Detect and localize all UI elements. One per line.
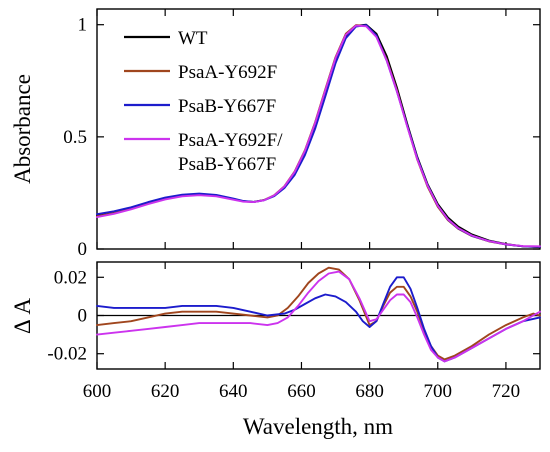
absorbance-plot-frame	[96, 8, 541, 250]
absorbance-series-psaa-y692f	[96, 24, 541, 248]
legend-label-psaa-y692f-psab-y667f: PsaA-Y692F/PsaB-Y667F	[178, 130, 283, 175]
x-tick-label: 700	[424, 381, 453, 402]
absorbance-series-wt	[96, 23, 541, 249]
difference-y-tick-label: 0	[78, 306, 88, 327]
absorbance-series-psaa-y692f-psab-y667f	[96, 24, 541, 248]
absorbance-y-ticks: 00.51	[63, 15, 540, 260]
difference-y-tick-label: -0.02	[47, 344, 87, 365]
legend-label-psaa-y692f: PsaA-Y692F	[178, 62, 277, 83]
difference-panel: 0.02 0 -0.02 600 620 640 660 680 700 720 Δ A Wav…	[10, 261, 541, 439]
difference-y-axis-title: Δ A	[10, 298, 35, 334]
x-tick-label: 680	[355, 381, 384, 402]
absorbance-y-tick-label: 0	[78, 239, 88, 260]
x-tick-label: 640	[219, 381, 248, 402]
absorbance-panel: 00.51 WTPsaA-Y692FPsaB-Y667FPsaA-Y692F/P…	[10, 8, 541, 260]
x-tick-label: 620	[151, 381, 180, 402]
difference-series-psaa-y692f-psab-y667f	[96, 270, 541, 363]
difference-x-ticks: 600 620 640 660 680 700 720	[83, 262, 520, 402]
difference-y-tick-label: 0.02	[54, 267, 87, 288]
legend: WT PsaA-Y692F PsaB-Y667F PsaA-Y692F/PsaB-Y6…	[124, 28, 283, 175]
x-axis-title: Wavelength, nm	[243, 414, 393, 439]
difference-series-psab-y667f	[96, 276, 541, 363]
absorbance-y-tick-label: 1	[78, 15, 88, 36]
absorbance-x-ticks	[96, 9, 507, 249]
absorbance-series-group	[96, 23, 541, 249]
x-tick-label: 600	[83, 381, 112, 402]
x-tick-label: 660	[287, 381, 316, 402]
legend-label-psab-y667f: PsaB-Y667F	[178, 96, 276, 117]
legend-label-wt: WT	[178, 28, 208, 49]
absorbance-y-tick-label: 0.5	[63, 127, 87, 148]
difference-y-ticks: 0.02 0 -0.02	[47, 267, 540, 365]
absorbance-y-axis-title: Absorbance	[10, 74, 35, 184]
x-tick-label: 720	[492, 381, 521, 402]
absorbance-series-psab-y667f	[96, 24, 541, 248]
difference-series-group	[96, 266, 541, 363]
